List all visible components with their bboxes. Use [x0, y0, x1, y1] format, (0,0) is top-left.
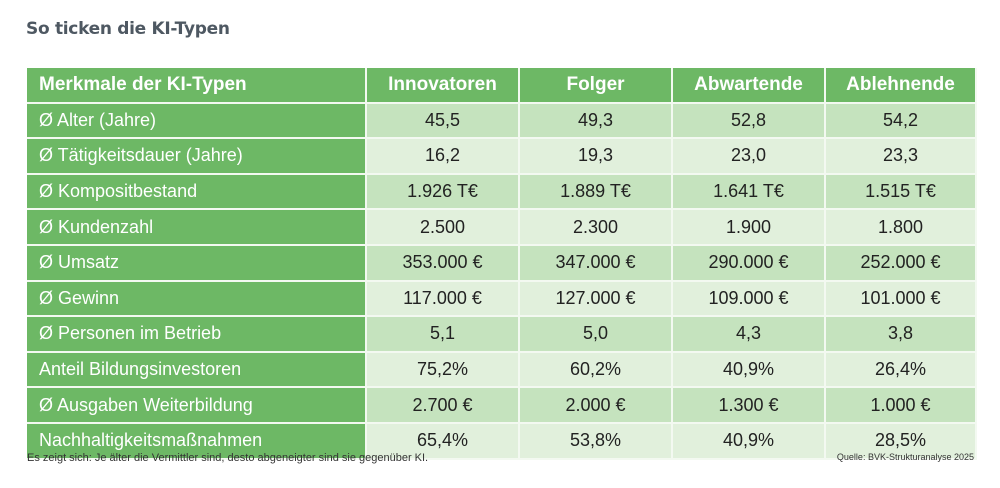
row-label: Ø Umsatz: [27, 244, 367, 282]
table-cell: 1.300 €: [672, 387, 826, 424]
table-cell: 19,3: [519, 138, 673, 175]
table-cell: 1.926 T€: [366, 173, 520, 211]
table-row: Anteil Bildungsinvestoren 75,2% 60,2% 40,9%…: [27, 351, 977, 389]
page-title: So ticken die KI-Typen: [26, 19, 230, 39]
table-cell: 2.300: [519, 209, 673, 246]
table-cell: 53,8%: [519, 422, 673, 460]
table-cell: 1.889 T€: [519, 173, 673, 211]
table-cell: 101.000 €: [825, 280, 977, 318]
table-cell: 54,2: [825, 102, 977, 140]
table-row: Ø Tätigkeitsdauer (Jahre) 16,2 19,3 23,0 23,…: [27, 138, 977, 175]
table-cell: 49,3: [519, 102, 673, 140]
table-cell: 45,5: [366, 102, 520, 140]
table-cell: 40,9%: [672, 422, 826, 460]
row-label: Ø Alter (Jahre): [27, 102, 367, 140]
table-cell: 127.000 €: [519, 280, 673, 318]
row-label: Ø Gewinn: [27, 280, 367, 318]
table-cell: 1.000 €: [825, 387, 977, 424]
row-label: Ø Kundenzahl: [27, 209, 367, 246]
table-cell: 353.000 €: [366, 244, 520, 282]
column-header: Folger: [519, 68, 673, 104]
row-label: Ø Tätigkeitsdauer (Jahre): [27, 138, 367, 175]
table-cell: 5,0: [519, 316, 673, 353]
table-row: Ø Personen im Betrieb 5,1 5,0 4,3 3,8: [27, 316, 977, 353]
table-cell: 347.000 €: [519, 244, 673, 282]
table-cell: 1.641 T€: [672, 173, 826, 211]
table-cell: 1.900: [672, 209, 826, 246]
table-row: Ø Kompositbestand 1.926 T€ 1.889 T€ 1.641 T…: [27, 173, 977, 211]
ki-types-table: Merkmale der KI-Typen Innovatoren Folger…: [27, 68, 977, 460]
table-cell: 40,9%: [672, 351, 826, 389]
table-cell: 117.000 €: [366, 280, 520, 318]
table-cell: 5,1: [366, 316, 520, 353]
table-cell: 252.000 €: [825, 244, 977, 282]
table-cell: 290.000 €: [672, 244, 826, 282]
table-cell: 1.515 T€: [825, 173, 977, 211]
column-header: Innovatoren: [366, 68, 520, 104]
table-row: Ø Umsatz 353.000 €347.000 €290.000 €252.0…: [27, 244, 977, 282]
table-cell: 60,2%: [519, 351, 673, 389]
row-label: Ø Ausgaben Weiterbildung: [27, 387, 367, 424]
table-cell: 2.500: [366, 209, 520, 246]
footnote: Es zeigt sich: Je älter die Vermittler s…: [27, 452, 429, 464]
table-row: Ø Gewinn 117.000 €127.000 €109.000 €101.0…: [27, 280, 977, 318]
table-cell: 26,4%: [825, 351, 977, 389]
table-cell: 3,8: [825, 316, 977, 353]
row-label: Anteil Bildungsinvestoren: [27, 351, 367, 389]
table-cell: 4,3: [672, 316, 826, 353]
table-cell: 23,0: [672, 138, 826, 175]
row-label: Nachhaltigkeitsmaßnahmen: [27, 422, 367, 460]
table-header-row: Merkmale der KI-Typen Innovatoren Folger…: [27, 68, 977, 104]
table-row: Ø Alter (Jahre) 45,5 49,3 52,8 54,2: [27, 102, 977, 140]
table-cell: 52,8: [672, 102, 826, 140]
table-cell: 2.700 €: [366, 387, 520, 424]
table-cell: 28,5%: [825, 422, 977, 460]
table-cell: 65,4%: [366, 422, 520, 460]
table-cell: 16,2: [366, 138, 520, 175]
column-header: Ablehnende: [825, 68, 977, 104]
table-cell: 2.000 €: [519, 387, 673, 424]
table-cell: 109.000 €: [672, 280, 826, 318]
row-label: Ø Personen im Betrieb: [27, 316, 367, 353]
table-row: Ø Ausgaben Weiterbildung 2.700 €2.000 €1.…: [27, 387, 977, 424]
source-note: Quelle: BVK-Strukturanalyse 2025: [836, 452, 974, 462]
table-cell: 23,3: [825, 138, 977, 175]
table-cell: 75,2%: [366, 351, 520, 389]
table-row: Nachhaltigkeitsmaßnahmen 65,4% 53,8% 40,9% 2…: [27, 422, 977, 460]
column-header: Abwartende: [672, 68, 826, 104]
row-label: Ø Kompositbestand: [27, 173, 367, 211]
table-row: Ø Kundenzahl 2.500 2.300 1.900 1.800: [27, 209, 977, 246]
column-header: Merkmale der KI-Typen: [27, 68, 367, 104]
table-cell: 1.800: [825, 209, 977, 246]
